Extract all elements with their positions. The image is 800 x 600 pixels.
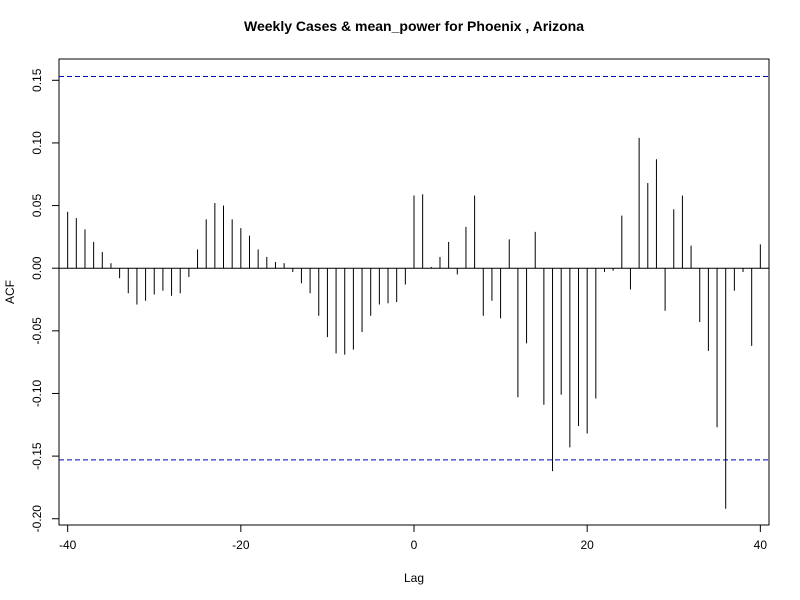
x-tick-label: 0 <box>411 538 418 552</box>
x-tick-label: 20 <box>580 538 594 552</box>
y-tick-label: -0.15 <box>30 442 44 470</box>
y-tick-label: 0.00 <box>30 256 44 280</box>
acf-bars <box>67 137 761 509</box>
y-axis: -0.20 -0.15 -0.10 -0.05 0.00 0.05 0.10 0.15 <box>30 68 60 533</box>
y-tick-label: -0.10 <box>30 379 44 407</box>
y-tick-label: -0.20 <box>30 505 44 533</box>
x-tick-label: -20 <box>232 538 250 552</box>
y-tick-label: -0.05 <box>30 317 44 345</box>
x-axis: -40 -20 0 20 40 <box>59 524 768 552</box>
x-tick-label: -40 <box>59 538 77 552</box>
plot-frame <box>58 58 770 526</box>
x-tick-label: 40 <box>754 538 768 552</box>
y-axis-label: ACF <box>3 280 17 304</box>
y-tick-label: 0.15 <box>30 68 44 92</box>
y-tick-label: 0.10 <box>30 131 44 155</box>
confidence-lines <box>59 76 769 461</box>
x-axis-label: Lag <box>404 571 424 585</box>
chart-title: Weekly Cases & mean_power for Phoenix , … <box>244 18 584 34</box>
y-tick-label: 0.05 <box>30 194 44 218</box>
